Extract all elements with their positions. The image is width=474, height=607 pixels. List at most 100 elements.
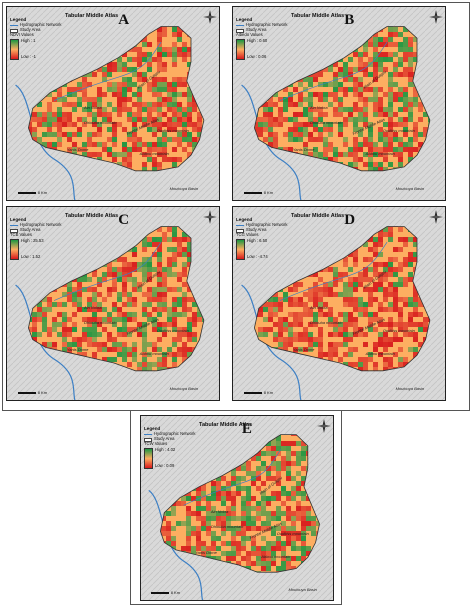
legend-hydro-label: Hydrographic Network [246, 22, 288, 28]
place-label: Yanis Dome [292, 347, 315, 353]
color-ramp: High : 6.50 Low : -4.74 [236, 237, 296, 260]
north-arrow-icon [203, 10, 217, 24]
legend-hydro-row: Hydrographic Network [236, 222, 296, 228]
panel-letter: D [344, 212, 356, 228]
panel-letter: E [241, 421, 252, 437]
hydro-line-swatch [144, 434, 152, 436]
scale-bar-label: 8 Km [37, 390, 48, 395]
legend-high-label: High : 25.53 [21, 237, 44, 243]
legend-study-row: Study Area [144, 436, 204, 442]
legend-hydro-row: Hydrographic Network [10, 22, 70, 28]
legend-hydro-row: Hydrographic Network [236, 22, 296, 28]
place-label: Oudkiss mountain [156, 127, 189, 133]
legend-index-label: NDVI Values [10, 31, 34, 37]
place-label: Yanis Dome [66, 347, 89, 353]
place-label: Moulouya Basin [169, 186, 199, 192]
color-ramp-bar [236, 38, 245, 60]
color-ramp-bar [144, 447, 153, 469]
map-panel-c: Tabular Middle Atlas C Legend Hydrographic… [6, 206, 220, 401]
place-label: Yanis Dome [66, 147, 89, 153]
map-legend: Legend Hydrographic Network Study Area T… [236, 217, 296, 260]
hydro-line-swatch [10, 225, 18, 227]
study-area-boundary [253, 226, 431, 372]
study-area-boundary [27, 26, 205, 172]
place-label: Oudkiss mountain [382, 127, 415, 133]
region-title: Tabular Middle Atlas [291, 213, 345, 219]
place-label: Dhiouba mountain [84, 320, 117, 326]
map-legend: Legend Hydrographic Network Study Area A… [236, 17, 296, 60]
north-arrow-icon [429, 210, 443, 224]
legend-study-label: Study Area [20, 27, 41, 33]
north-arrow-icon [317, 419, 331, 433]
legend-title: Legend [236, 217, 253, 222]
place-label: Moulouya Basin [288, 587, 317, 593]
north-arrow-icon [203, 210, 217, 224]
place-label: Moulouya Basin [395, 186, 425, 192]
legend-index-label: TCW Values [144, 440, 168, 446]
color-ramp: High : 4.02 Low : 0.09 [144, 446, 204, 469]
map-panel-a: Tabular Middle Atlas A Legend Hydrographic… [6, 6, 220, 201]
scale-bar-segments [17, 191, 36, 194]
map-panel-e: Tabular Middle Atlas E Legend Hydrographic… [140, 415, 334, 601]
legend-study-label: Study Area [154, 436, 175, 442]
place-label: Dhiouba mountain [310, 120, 343, 126]
legend-hydro-label: Hydrographic Network [154, 431, 196, 437]
place-label: Ain Nokra [210, 509, 229, 514]
region-title: Tabular Middle Atlas [199, 422, 253, 428]
place-label: Abbou mountain [365, 151, 395, 157]
legend-high-label: High : 4.02 [155, 446, 176, 452]
place-label: Yanis Dome [195, 549, 217, 555]
place-label: Dhiouba mountain [210, 523, 244, 529]
place-label: Ain Nokra [310, 104, 328, 110]
legend-hydro-label: Hydrographic Network [20, 22, 62, 28]
scale-bar: 8 Km [243, 190, 273, 195]
study-area-swatch [236, 228, 244, 233]
map-canvas [7, 7, 219, 200]
region-title: Tabular Middle Atlas [65, 13, 119, 19]
study-area-swatch [144, 437, 152, 442]
river-line [15, 284, 76, 400]
study-area-boundary [27, 226, 205, 372]
place-label: Oudkiss mountain [156, 327, 189, 333]
legend-title: Legend [236, 17, 253, 22]
outer-frame-bottom [130, 410, 342, 605]
legend-hydro-label: Hydrographic Network [20, 222, 62, 228]
hydrographic-network [53, 241, 162, 301]
legend-high-label: High : 6.50 [247, 237, 268, 243]
river-line [241, 84, 302, 200]
legend-study-row: Study Area [10, 27, 70, 33]
legend-study-row: Study Area [236, 227, 296, 233]
legend-high-label: High : 1 [21, 37, 36, 43]
place-label: Abbou mountain [139, 351, 169, 357]
hydro-line-swatch [236, 225, 244, 227]
place-label: Yanis Dome [292, 147, 315, 153]
map-canvas [7, 207, 219, 400]
legend-index-label: TCG Values [236, 231, 259, 237]
place-label: Ain Nokra [310, 304, 328, 310]
legend-title: Legend [10, 17, 27, 22]
study-area-boundary [159, 434, 320, 573]
color-ramp: High : 0.60 Low : 0.06 [236, 37, 296, 60]
place-label: Abbou mountain [139, 151, 169, 157]
place-label: Dhiouba mountain [310, 320, 343, 326]
study-area-swatch [10, 28, 18, 33]
scale-bar: 8 Km [243, 390, 273, 395]
panel-letter: A [118, 12, 130, 28]
legend-index-label: TCB Values [10, 231, 33, 237]
map-panel-b: Tabular Middle Atlas B Legend Hydrographic… [232, 6, 446, 201]
scale-bar: 8 Km [17, 190, 47, 195]
place-label: Ain Nokra [84, 304, 102, 310]
map-canvas [233, 7, 445, 200]
legend-hydro-row: Hydrographic Network [10, 222, 70, 228]
scale-bar: 8 Km [150, 590, 180, 595]
legend-high-label: High : 0.60 [247, 37, 268, 43]
legend-hydro-label: Hydrographic Network [246, 222, 288, 228]
map-panel-d: Tabular Middle Atlas D Legend Hydrographic… [232, 206, 446, 401]
place-label: Ain Nokra [84, 104, 102, 110]
place-label: Moulouya Basin [169, 386, 199, 392]
north-arrow-icon [429, 10, 443, 24]
hydro-line-swatch [10, 25, 18, 27]
legend-index-label: Albedo Values [236, 31, 263, 37]
river-line [241, 284, 302, 400]
panel-letter: B [344, 12, 355, 28]
